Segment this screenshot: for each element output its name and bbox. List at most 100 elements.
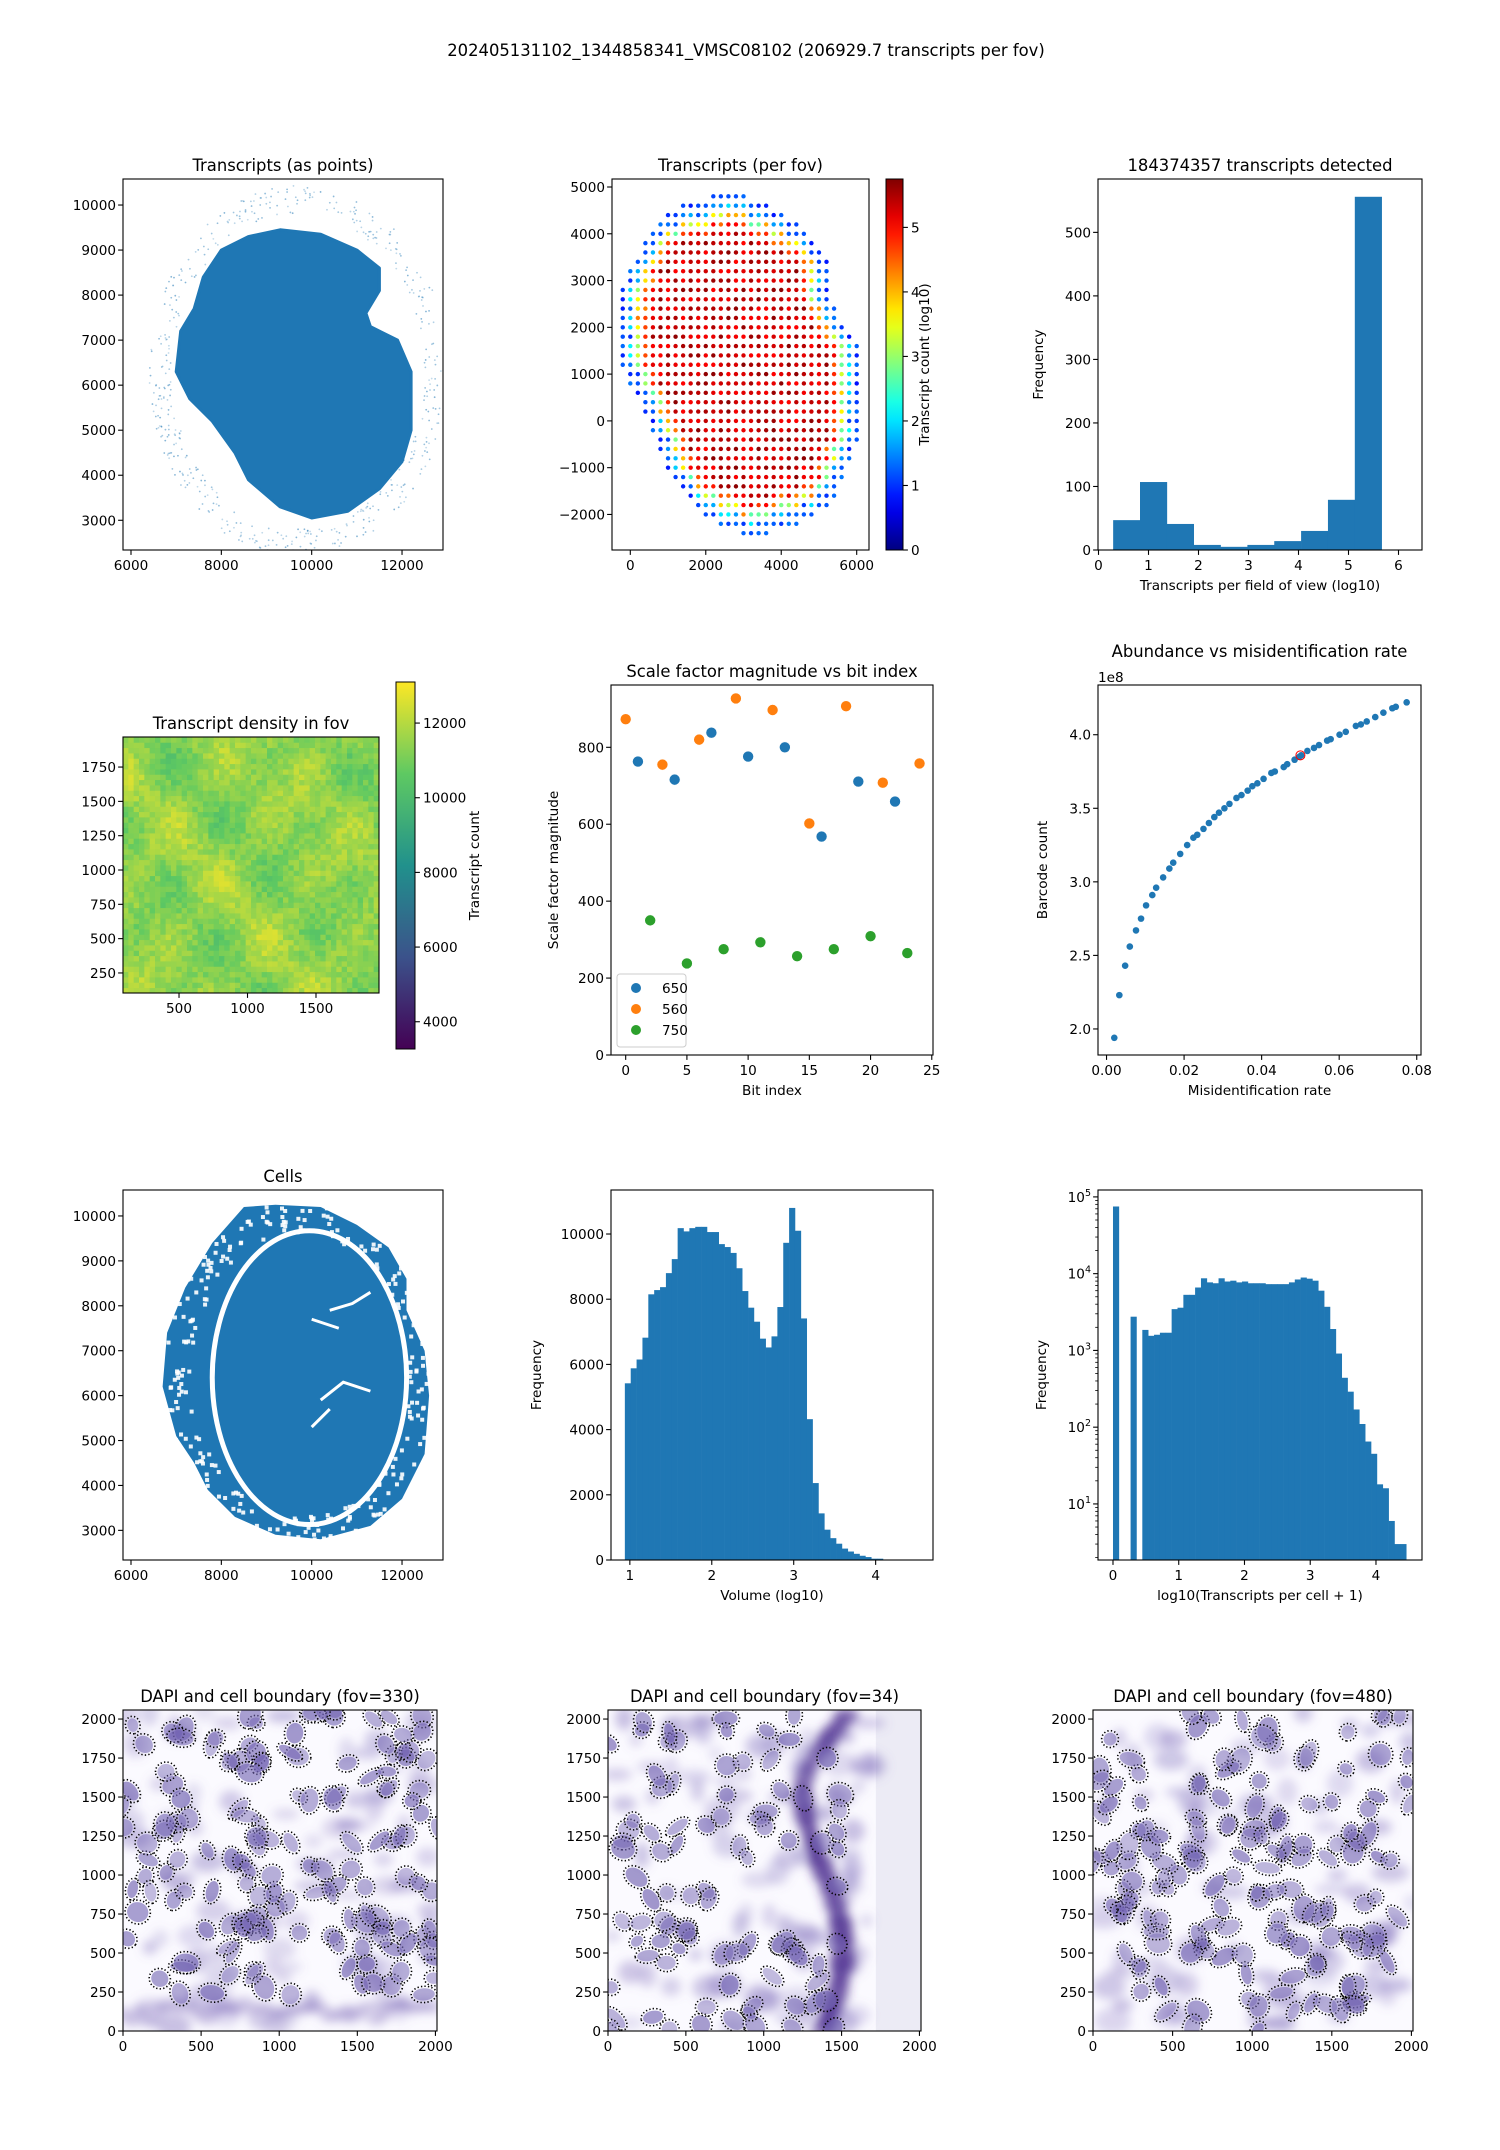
dapi-blob (761, 1903, 777, 1928)
x-tick-label: 1000 (262, 2039, 297, 2055)
density-cell (224, 945, 231, 951)
density-cell (363, 758, 369, 765)
density-cell (197, 801, 204, 807)
y-tick-label: 1500 (81, 1790, 116, 1806)
density-cell (288, 966, 295, 973)
density-cell (144, 758, 151, 765)
cell-boundary (357, 1767, 385, 1787)
cell-boundary (245, 1903, 269, 1926)
density-cell (208, 955, 215, 962)
fov-point (809, 446, 814, 452)
nucleus (377, 1735, 395, 1754)
cell-gap (347, 1504, 352, 1509)
density-cell (187, 801, 193, 807)
density-cell (272, 907, 279, 914)
density-cell (251, 886, 257, 893)
dapi-blob (284, 1962, 303, 1972)
transcript-point (410, 457, 412, 460)
cell-gap (201, 1455, 206, 1460)
y-tick-label: 9000 (81, 1254, 116, 1270)
density-cell (251, 849, 257, 855)
fov-point (680, 362, 686, 367)
scatter-point (1363, 718, 1371, 725)
cell-gap (391, 1277, 396, 1282)
cell-gap (254, 1523, 259, 1528)
density-cell (171, 950, 177, 957)
density-cell (171, 886, 177, 893)
fov-point (831, 428, 837, 433)
density-cell (235, 875, 241, 882)
density-cell (219, 758, 225, 765)
density-cell (309, 774, 316, 781)
density-cell (123, 977, 129, 983)
fov-point (846, 446, 852, 452)
fov-point (809, 465, 814, 470)
fov-point (748, 278, 754, 283)
density-cell (208, 961, 215, 967)
transcript-point (393, 508, 396, 511)
density-cell (325, 742, 332, 749)
density-cell (304, 875, 311, 882)
density-cell (315, 875, 321, 882)
transcript-point (395, 262, 397, 264)
fov-point (696, 418, 701, 424)
hist-bar (1329, 1329, 1337, 1560)
fov-point (763, 399, 769, 405)
fov-point (635, 315, 641, 321)
density-cell (171, 827, 177, 834)
y-tick-label: 6000 (569, 1357, 604, 1373)
density-cell (208, 737, 215, 743)
density-cell (192, 758, 199, 765)
density-cell (165, 801, 172, 807)
density-cell (133, 870, 140, 877)
density-cell (309, 918, 316, 925)
transcript-point (372, 505, 374, 508)
density-cell (219, 982, 225, 989)
density-cell (299, 747, 305, 754)
density-cell (341, 950, 348, 957)
transcript-point (167, 452, 170, 455)
transcript-point (233, 511, 236, 514)
dapi-blob (617, 1960, 644, 1984)
fov-point (665, 325, 671, 330)
density-cell (309, 795, 316, 802)
fov-point (748, 493, 754, 498)
density-cell (165, 934, 172, 941)
density-cell (213, 870, 220, 877)
transcript-point (399, 254, 402, 257)
y-tick-label: 500 (1065, 225, 1091, 241)
density-cell (288, 971, 295, 978)
density-cell (245, 923, 252, 930)
fov-point (726, 502, 731, 508)
density-cell (160, 811, 167, 818)
density-cell (277, 838, 284, 845)
fov-point (824, 353, 829, 358)
transcript-point (168, 368, 171, 371)
x-tick-label: 4000 (764, 558, 799, 574)
fov-point (794, 222, 799, 227)
density-cell (272, 801, 279, 807)
fov-point (854, 343, 859, 349)
fov-point (786, 418, 791, 424)
density-cell (352, 897, 359, 903)
density-cell (181, 811, 188, 818)
transcript-point (150, 348, 153, 351)
hist-bar (759, 1338, 766, 1560)
density-cell (133, 918, 140, 925)
density-cell (373, 918, 379, 925)
density-cell (272, 870, 279, 877)
cell-boundary (335, 1753, 360, 1773)
fov-point (650, 428, 656, 433)
fov-point (665, 306, 671, 311)
transcript-point (178, 314, 180, 317)
transcript-point (368, 212, 371, 215)
density-cell (288, 929, 295, 935)
density-cell (320, 918, 327, 925)
figure-title: 202405131102_1344858341_VMSC08102 (20692… (447, 41, 1045, 61)
density-cell (128, 982, 135, 989)
fov-point (839, 343, 844, 349)
density-cell (331, 881, 337, 887)
scatter-point-750 (754, 936, 767, 949)
dapi-blob (638, 1962, 657, 1988)
density-cell (187, 902, 193, 909)
